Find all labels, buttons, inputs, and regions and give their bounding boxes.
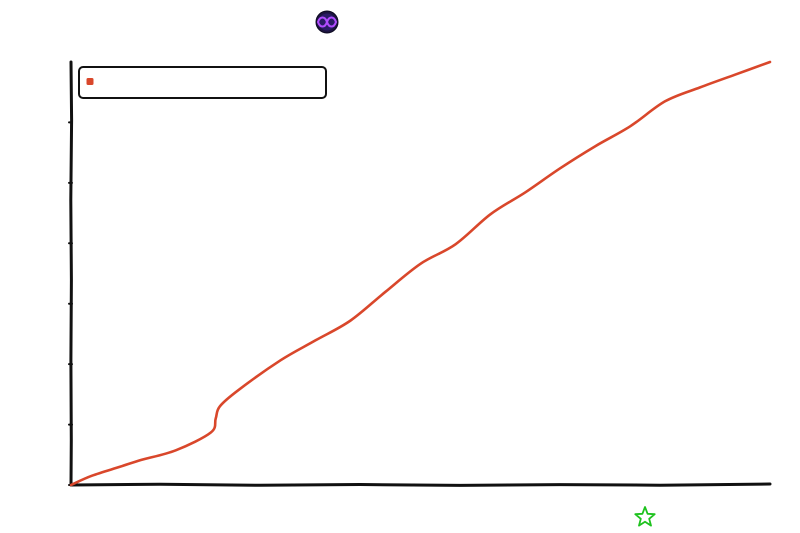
star-icon: [634, 506, 656, 527]
legend-swatch: [86, 78, 94, 85]
x-axis: [69, 482, 772, 487]
series-line: [69, 60, 772, 487]
infinity-badge-icon: [315, 10, 339, 34]
series-points: [70, 61, 771, 486]
legend-box: [78, 66, 327, 99]
legend: [78, 66, 327, 99]
y-axis: [69, 60, 74, 487]
